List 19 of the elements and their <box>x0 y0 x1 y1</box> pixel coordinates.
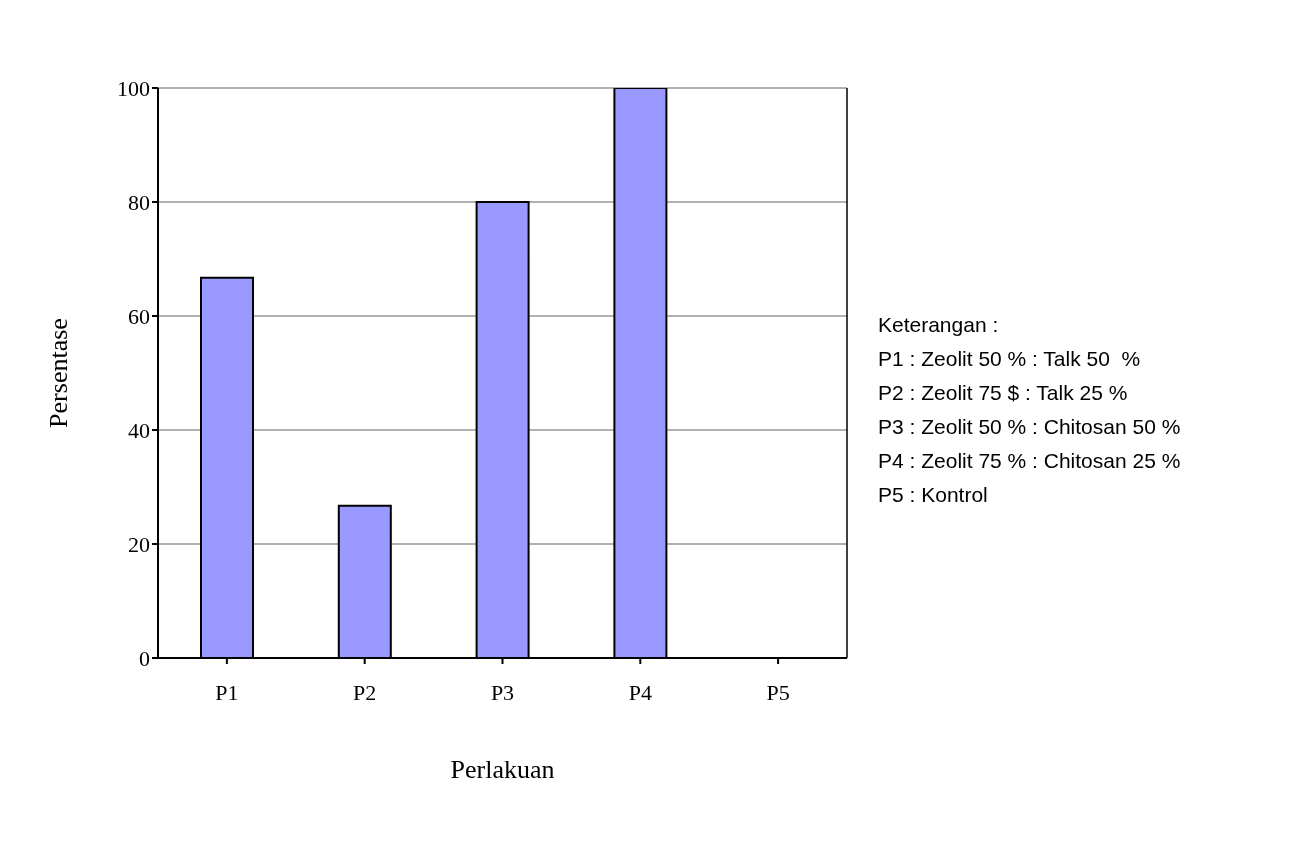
y-tick-label: 40 <box>128 417 150 443</box>
x-tick-label: P3 <box>490 679 515 705</box>
y-tick-label: 60 <box>128 303 150 329</box>
text: P5 : Kontrol <box>878 482 989 508</box>
text: P3 : Zeolit 50 % : Chitosan 50 % <box>878 414 1181 440</box>
y-tick-label: 100 <box>117 75 150 101</box>
text: P2 : Zeolit 75 $ : Talk 25 % <box>878 380 1129 406</box>
x-tick-label: P1 <box>215 679 239 705</box>
x-axis-title: Perlakuan <box>450 755 555 784</box>
y-tick-label: 20 <box>128 531 150 557</box>
text: P4 : Zeolit 75 % : Chitosan 25 % <box>878 448 1181 474</box>
y-tick-label: 80 <box>128 189 150 215</box>
x-tick-label: P5 <box>766 679 790 705</box>
text: P1 : Zeolit 50 % : Talk 50 % <box>878 346 1142 372</box>
x-tick-label: P4 <box>628 679 652 705</box>
text: Keterangan : <box>878 312 1000 338</box>
y-axis-title: Persentase <box>44 318 74 428</box>
y-tick-label: 0 <box>139 645 150 671</box>
x-tick-label: P2 <box>353 679 377 705</box>
